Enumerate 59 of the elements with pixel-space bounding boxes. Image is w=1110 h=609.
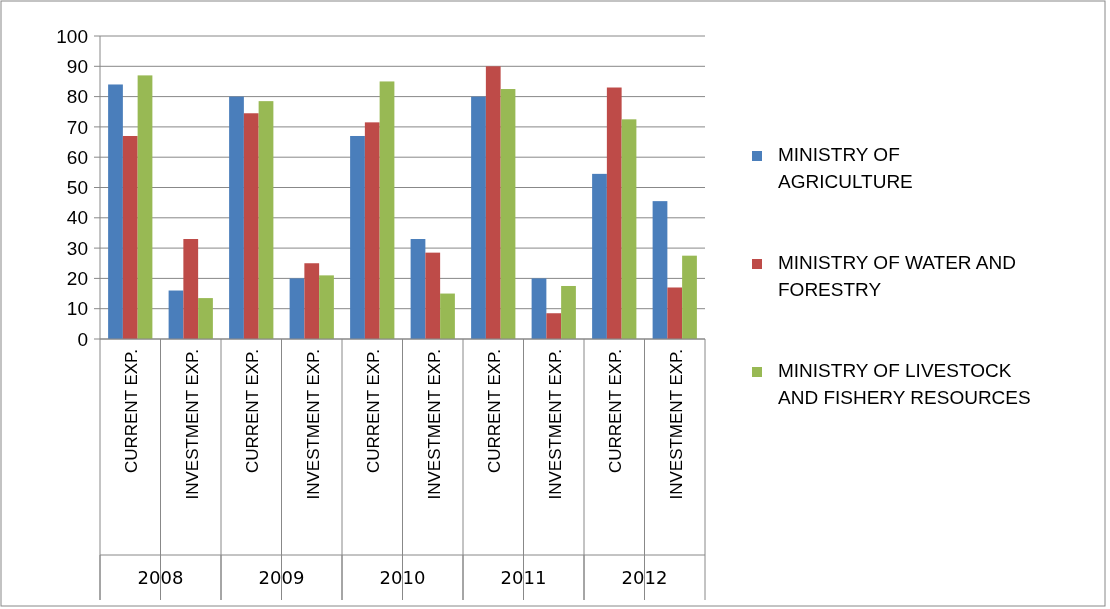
- bar: [258, 101, 274, 339]
- x-tick-label: CURRENT EXP.: [606, 349, 626, 474]
- legend-label: MINISTRY OF WATER AND FORESTRY: [778, 252, 1016, 300]
- y-tick-label: 40: [66, 207, 88, 229]
- bar: [183, 239, 199, 339]
- y-tick-label: 30: [66, 237, 88, 259]
- bar: [122, 135, 138, 339]
- bar: [500, 89, 516, 339]
- legend-label: MINISTRY OF LIVESTOCK AND FISHERY RESOURCES: [778, 360, 1031, 408]
- bar: [682, 255, 697, 339]
- bar: [425, 252, 441, 339]
- bar: [440, 293, 455, 339]
- x-tick-label: CURRENT EXP.: [243, 349, 263, 474]
- text: 2008: [137, 566, 184, 588]
- bar: [319, 275, 334, 339]
- y-tick-label: 20: [66, 268, 88, 290]
- bar: [243, 113, 259, 339]
- text: 2010: [379, 566, 426, 588]
- bar: [304, 263, 320, 339]
- text: 2011: [500, 566, 547, 588]
- x-tick-label: INVESTMENT EXP.: [182, 349, 202, 500]
- bar: [531, 278, 547, 339]
- bar: [350, 135, 365, 339]
- text: 2012: [621, 566, 668, 588]
- bar: [485, 66, 501, 339]
- bar: [168, 290, 184, 339]
- y-tick-label: 60: [66, 146, 88, 168]
- bar: [198, 298, 213, 339]
- bar: [652, 201, 668, 339]
- x-tick-label: INVESTMENT EXP.: [424, 349, 444, 500]
- bar: [592, 173, 607, 339]
- y-tick-label: 90: [66, 55, 88, 77]
- legend-label: MINISTRY OF AGRICULTURE: [778, 144, 913, 192]
- x-tick-label: CURRENT EXP.: [485, 349, 505, 474]
- bar: [137, 75, 153, 339]
- bar: [561, 285, 576, 339]
- bar: [289, 278, 305, 339]
- x-tick-label: INVESTMENT EXP.: [666, 349, 686, 500]
- bar: [364, 122, 380, 339]
- x-tick-label: CURRENT EXP.: [122, 349, 142, 474]
- y-tick-label: 0: [77, 328, 88, 350]
- y-tick-label: 100: [56, 25, 88, 47]
- bar: [229, 96, 244, 339]
- y-tick-label: 80: [66, 86, 88, 108]
- y-tick-label: 50: [66, 177, 88, 199]
- bar: [379, 81, 395, 339]
- x-tick-label: CURRENT EXP.: [364, 349, 384, 474]
- x-tick-label: INVESTMENT EXP.: [545, 349, 565, 500]
- text: 2009: [258, 566, 305, 588]
- bar: [410, 239, 426, 339]
- bar: [471, 96, 486, 339]
- bar: [606, 87, 622, 339]
- bar: [108, 84, 123, 339]
- x-tick-label: INVESTMENT EXP.: [303, 349, 323, 500]
- bar: [667, 287, 683, 339]
- bar: [621, 119, 637, 339]
- y-tick-label: 10: [66, 298, 88, 320]
- y-tick-label: 70: [66, 116, 88, 138]
- bar: [546, 313, 562, 339]
